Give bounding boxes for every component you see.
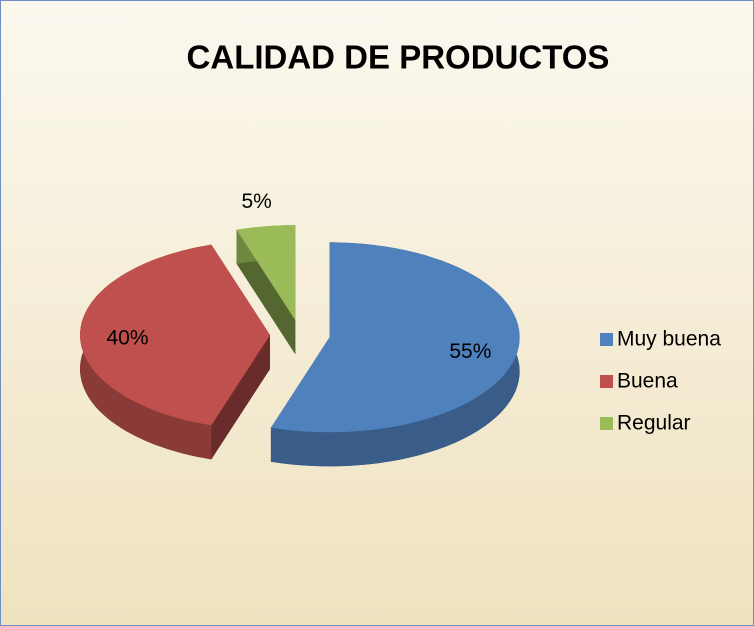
legend-label: Buena: [617, 370, 678, 393]
legend-swatch: [600, 417, 613, 430]
slice: [270, 242, 520, 433]
data-label: 5%: [241, 190, 271, 213]
data-label: 55%: [449, 340, 491, 363]
slice: [80, 244, 270, 426]
data-label: 40%: [106, 327, 148, 350]
legend-label: Regular: [617, 412, 691, 435]
pie: 55% 40% 5%: [80, 190, 520, 467]
chart-title: CALIDAD DE PRODUCTOS: [187, 39, 610, 76]
legend-swatch: [600, 375, 613, 388]
legend-swatch: [600, 333, 613, 346]
slice-wall: [211, 335, 270, 460]
legend: Muy buena Buena Regular: [600, 328, 721, 435]
slice: [236, 225, 296, 321]
legend-label: Muy buena: [617, 328, 721, 351]
